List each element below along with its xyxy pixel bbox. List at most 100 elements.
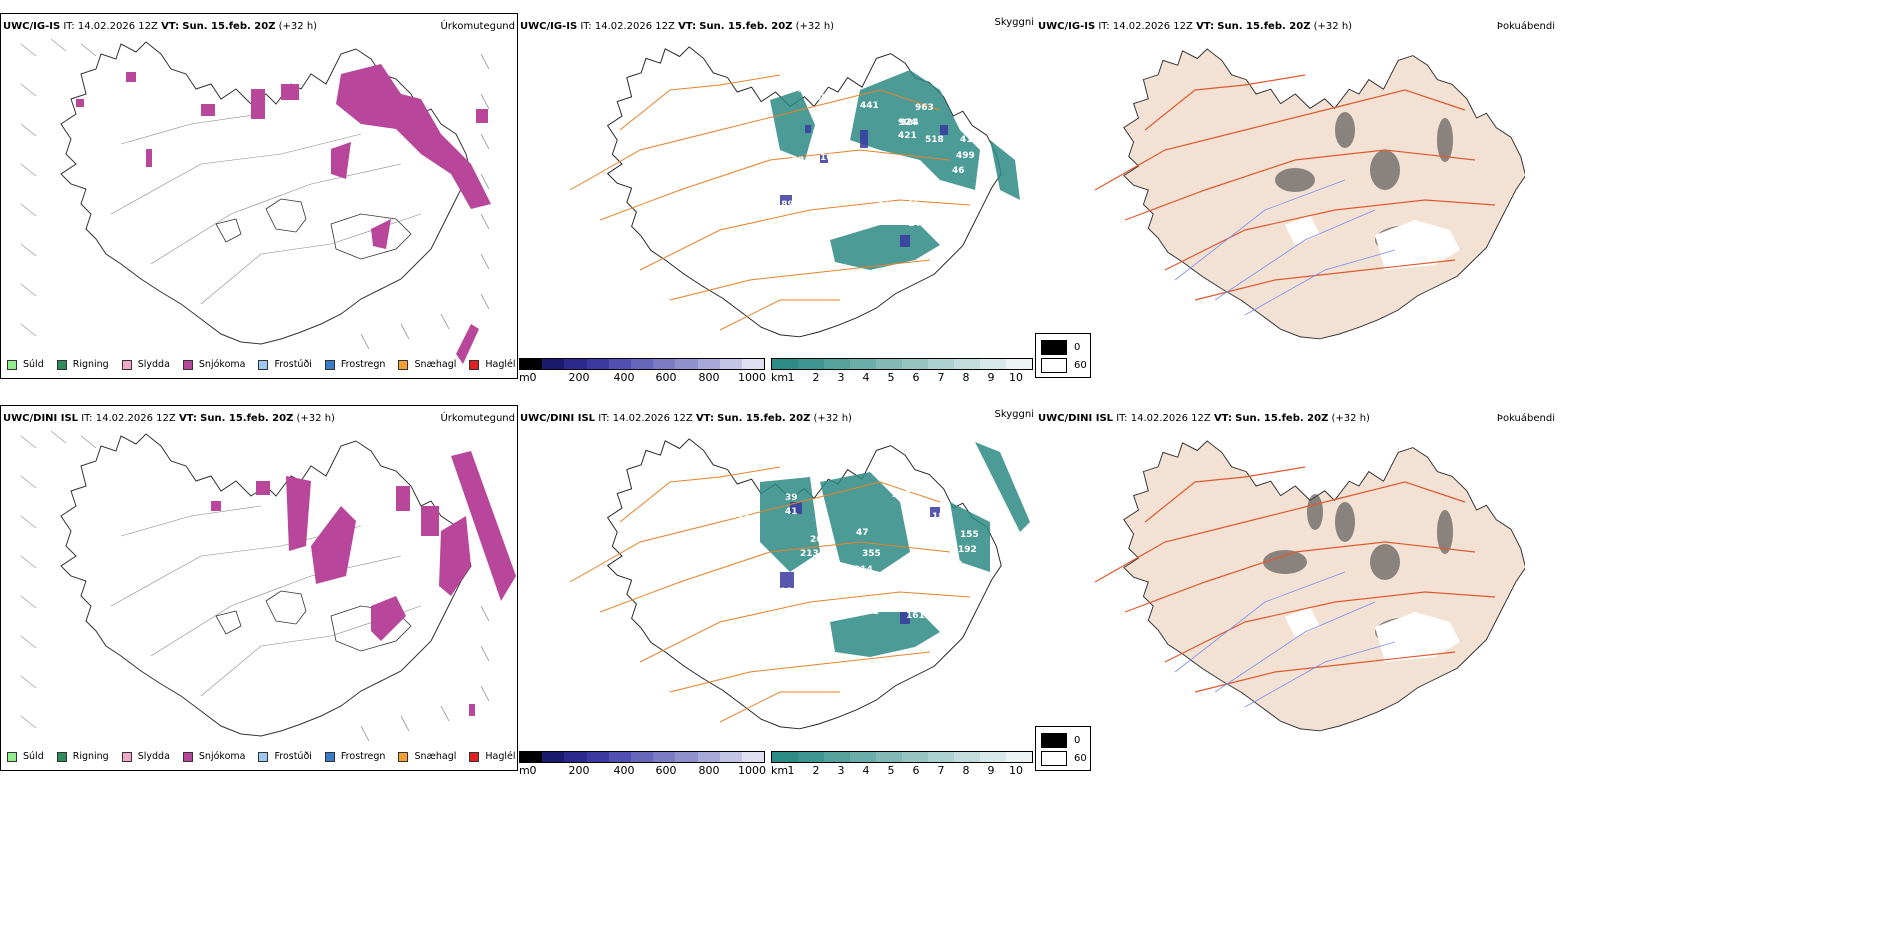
precip-panel-row2: Súld Rigning Slydda Snjókoma Frostúði Fr… — [0, 405, 518, 771]
it-label: IT: — [1098, 21, 1110, 32]
vis-label: 924 — [900, 118, 919, 128]
fog-swatch-black — [1041, 733, 1067, 748]
tick: 1000 — [738, 371, 766, 384]
legend-label: Súld — [23, 359, 44, 370]
vis-label: 41 — [785, 507, 798, 517]
legend-item: Haglél — [469, 751, 516, 762]
legend-swatch — [182, 359, 193, 370]
lead-time: (+32 h) — [813, 413, 852, 424]
tick: 1 — [787, 371, 795, 384]
lead-time: (+32 h) — [278, 21, 318, 32]
vis-label: 16 — [820, 153, 833, 163]
it-value: 14.02.2026 12Z — [594, 21, 675, 32]
tick: 2 — [812, 764, 820, 777]
vis-label: 96 — [815, 93, 828, 103]
legend-label: Rigning — [72, 751, 109, 762]
legend-swatch — [398, 751, 409, 762]
tick: 3 — [837, 764, 845, 777]
tick: 400 — [613, 371, 635, 384]
vis-label: 49 — [942, 573, 955, 583]
vis-label: 499 — [956, 151, 975, 161]
vis-unit: km — [771, 764, 789, 777]
height-unit: m — [519, 764, 530, 777]
legend-item: Snjókoma — [182, 359, 246, 370]
tick: 1 — [787, 764, 795, 777]
vis-label: 192 — [958, 545, 977, 555]
lead-time: (+32 h) — [795, 21, 835, 32]
legend-item: Snæhagl — [398, 359, 456, 370]
vis-label: 181 — [780, 587, 799, 597]
tick: 6 — [912, 371, 920, 384]
vis-label: 249 — [730, 511, 749, 521]
vis-colorbar-row1 — [771, 358, 1033, 370]
precip-map-row1 — [20, 38, 491, 364]
legend-swatch — [469, 751, 480, 762]
tick: 5 — [887, 764, 895, 777]
tick: 800 — [698, 764, 720, 777]
tick: 0 — [529, 371, 537, 384]
panel-type-fog-row1: Þokuábendi — [1496, 21, 1555, 32]
tick: 200 — [568, 371, 590, 384]
tick: 10 — [1009, 764, 1023, 777]
title-fog-row2: UWC/DINI ISL IT: 14.02.2026 12Z VT: Sun.… — [1038, 413, 1370, 424]
legend-swatch — [182, 751, 193, 762]
vis-label: 211 — [854, 175, 873, 185]
it-value: 14.02.2026 12Z — [77, 21, 158, 32]
vis-label: 39 — [785, 493, 798, 503]
tick: 600 — [655, 764, 677, 777]
vis-label: 317 — [830, 216, 849, 226]
legend-swatch — [258, 359, 269, 370]
vis-label: 18 — [910, 595, 923, 605]
fog-swatch-white — [1041, 358, 1067, 373]
tick: 4 — [862, 371, 870, 384]
precip-map-row2 — [20, 430, 516, 742]
legend-label: Snjókoma — [198, 359, 246, 370]
lead-time: (+32 h) — [1313, 21, 1353, 32]
tick: 7 — [937, 764, 945, 777]
vis-label: 33 — [980, 148, 993, 158]
legend-item: Súld — [7, 751, 44, 762]
vis-label: 963 — [915, 103, 934, 113]
legend-label: Haglél — [485, 359, 516, 370]
tick: 400 — [613, 764, 635, 777]
it-label: IT: — [598, 413, 610, 424]
cloud-map-row2: 253 39 41 249 266 213 47 355 214 183 155… — [569, 438, 1030, 730]
it-value: 14.02.2026 12Z — [1130, 413, 1211, 424]
legend-swatch — [258, 751, 269, 762]
vt-value: Sun. 15.feb. 20Z — [182, 21, 276, 32]
tick: 8 — [962, 764, 970, 777]
vis-label: 25 — [728, 199, 741, 209]
vis-label: 45 — [935, 600, 948, 610]
vt-label: VT: — [1196, 21, 1215, 32]
it-value: 14.02.2026 12Z — [612, 413, 693, 424]
legend-label: Frostregn — [340, 359, 386, 370]
fog-map-row1 — [1094, 48, 1525, 340]
model-name: UWC/DINI ISL — [3, 413, 79, 424]
legend-item: Snjókoma — [182, 751, 245, 762]
vis-label: 41 — [960, 135, 973, 145]
height-unit: m — [519, 371, 530, 384]
vis-label: 21 — [906, 198, 919, 208]
vis-label: 46 — [952, 166, 965, 176]
vis-colorbar-row2 — [771, 751, 1033, 763]
snow-areas — [76, 64, 491, 364]
lead-time: (+32 h) — [296, 413, 335, 424]
legend-label: Slydda — [137, 751, 170, 762]
panel-type-precip-row2: Úrkomutegund — [440, 413, 515, 424]
vis-label: 355 — [862, 549, 881, 559]
precip-legend-row2: Súld Rigning Slydda Snjókoma Frostúði Fr… — [7, 751, 529, 762]
tick: 5 — [887, 371, 895, 384]
title-cloud-row2: UWC/DINI ISL IT: 14.02.2026 12Z VT: Sun.… — [520, 413, 852, 424]
vis-label: 181 — [936, 206, 955, 216]
vis-label: 421 — [898, 131, 917, 141]
title-cloud-row1: UWC/IG-IS IT: 14.02.2026 12Z VT: Sun. 15… — [520, 21, 834, 32]
legend-item: Haglél — [469, 359, 516, 370]
panel-type-fog-row2: Þokuábendi — [1496, 413, 1555, 424]
legend-swatch — [7, 751, 17, 762]
legend-label: Rigning — [72, 359, 109, 370]
fog-map-row2 — [1094, 440, 1525, 732]
vis-label: 153 — [863, 215, 882, 225]
vis-label: 26 — [920, 595, 933, 605]
lead-time: (+32 h) — [1331, 413, 1370, 424]
tick: 6 — [912, 764, 920, 777]
